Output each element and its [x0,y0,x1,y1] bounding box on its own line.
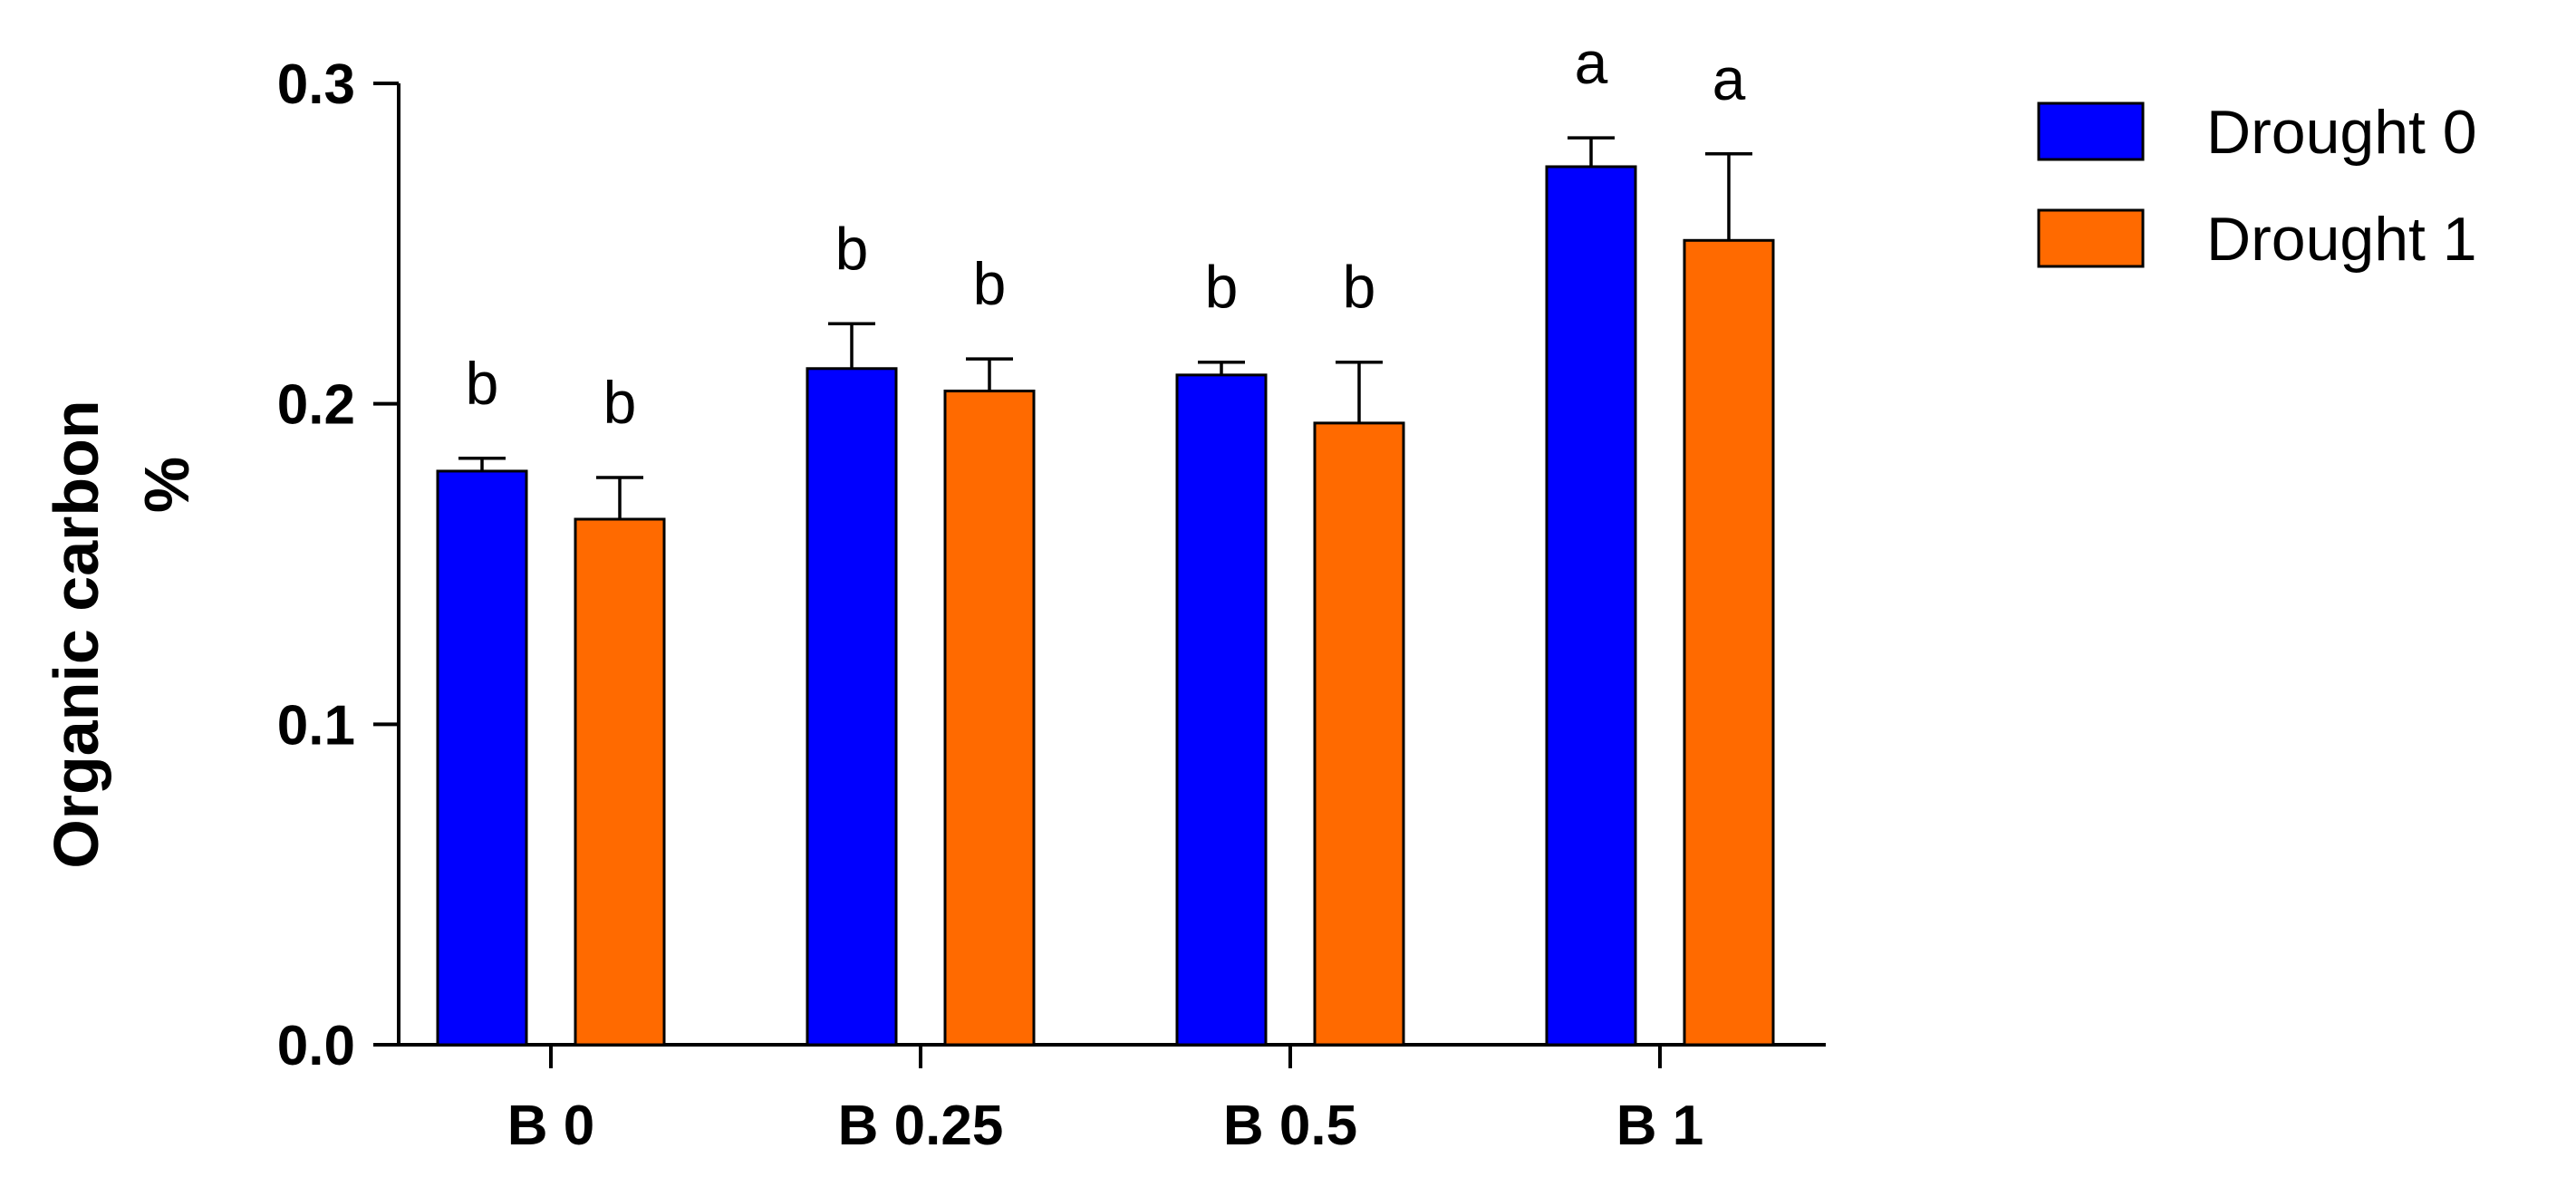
bar-drought-1 [943,390,1036,1047]
significance-letter: b [1343,254,1376,321]
significance-letter: b [1205,254,1239,321]
bar-drought-1 [1313,421,1405,1047]
axes-layer: 0.0 0.1 0.2 0.3 B 0 B 0.25 B 0.5 B 1 [277,53,1826,1157]
bar-drought-0 [806,367,898,1047]
legend-label: Drought 0 [2206,98,2477,167]
x-tick-label: B 0.25 [838,1095,1004,1157]
y-tick-label: 0.0 [277,1015,355,1077]
significance-letter: b [835,215,869,282]
y-axis-title-line-2: % [131,457,202,513]
y-tick-label: 0.2 [277,374,355,437]
x-tick-label: B 1 [1616,1095,1703,1157]
bar-drought-1 [1683,238,1775,1047]
labels-layer: b b b b b b a a [466,29,1746,436]
bar-drought-0 [436,469,528,1047]
legend-label: Drought 1 [2206,205,2477,274]
significance-letter: a [1575,29,1608,96]
significance-letter: b [603,369,637,436]
bar-drought-0 [1545,165,1637,1047]
y-tick-label: 0.1 [277,694,355,757]
bar-drought-1 [574,517,666,1047]
legend-swatch [2037,208,2145,268]
significance-letter: a [1713,45,1746,112]
y-tick-label: 0.3 [277,53,355,116]
legend: Drought 0 Drought 1 [2037,98,2477,274]
legend-swatch [2037,101,2145,161]
significance-letter: b [466,350,499,417]
significance-letter: b [973,250,1007,317]
x-tick-label: B 0.5 [1223,1095,1357,1157]
x-tick-label: B 0 [507,1095,594,1157]
bar-drought-0 [1175,373,1268,1047]
y-axis-title-line-1: Organic carbon [41,400,111,868]
bars-layer [436,136,1775,1047]
